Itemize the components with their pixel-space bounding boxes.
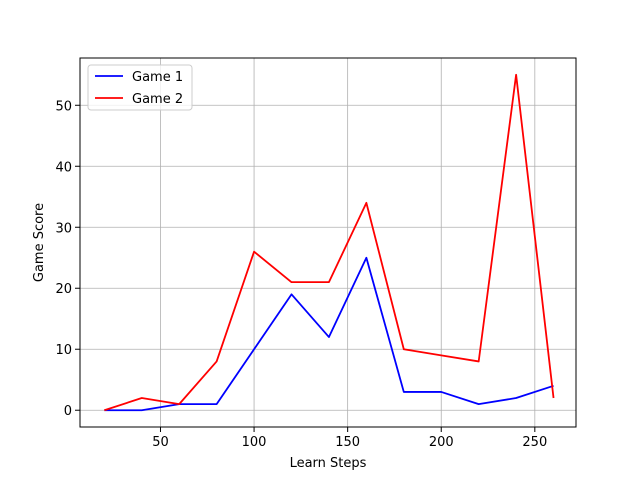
- y-tick-label: 0: [64, 404, 72, 419]
- y-tick-label: 50: [55, 99, 72, 114]
- legend: Game 1 Game 2: [87, 64, 193, 111]
- y-tick-label: 30: [55, 221, 72, 236]
- y-axis-label: Game Score: [32, 203, 47, 282]
- y-tick-label: 10: [55, 343, 72, 358]
- axis-ticks: 50 100 150 200 250 0 10 20 30 40 50: [55, 99, 547, 450]
- legend-label: Game 1: [132, 70, 183, 85]
- x-axis-label: Learn Steps: [290, 456, 367, 471]
- y-tick-label: 20: [55, 282, 72, 297]
- series-lines: [104, 73, 555, 412]
- legend-label: Game 2: [132, 92, 183, 107]
- x-tick-label: 150: [335, 435, 360, 450]
- plot-area-frame: [79, 57, 577, 428]
- series-line-2: [104, 73, 555, 412]
- y-tick-label: 40: [55, 160, 72, 175]
- x-tick-label: 250: [522, 435, 547, 450]
- x-tick-label: 50: [152, 435, 169, 450]
- x-tick-label: 100: [242, 435, 267, 450]
- x-tick-label: 200: [429, 435, 454, 450]
